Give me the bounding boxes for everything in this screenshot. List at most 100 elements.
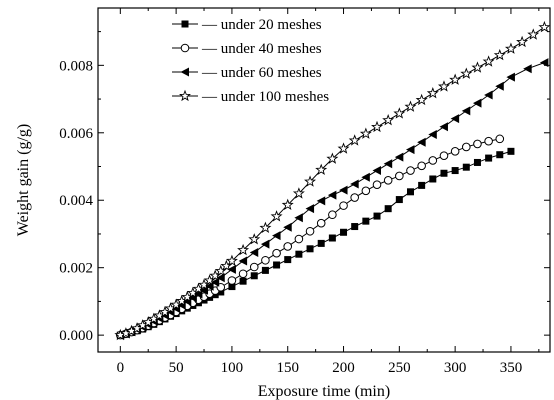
- data-point: [450, 114, 460, 124]
- data-point: [227, 276, 237, 285]
- data-point: [328, 234, 336, 242]
- data-point: [504, 42, 517, 54]
- data-point: [450, 147, 460, 156]
- x-tick-label: 350: [500, 360, 523, 376]
- data-point: [249, 248, 259, 258]
- data-point: [239, 277, 247, 285]
- data-point: [261, 266, 269, 274]
- data-point: [495, 81, 504, 91]
- data-point: [417, 161, 426, 171]
- data-point: [539, 58, 549, 68]
- data-point: [361, 172, 370, 182]
- data-point: [440, 169, 448, 177]
- data-point: [395, 196, 403, 204]
- data-point: [383, 159, 393, 169]
- data-point: [339, 201, 348, 210]
- y-tick-label: 0.002: [59, 261, 93, 277]
- data-point: [428, 156, 438, 165]
- data-point: [248, 233, 261, 245]
- data-point: [485, 154, 493, 162]
- y-tick-label: 0.000: [59, 328, 93, 344]
- data-point: [284, 256, 292, 264]
- data-point: [305, 226, 315, 236]
- plot-border: [97, 7, 551, 353]
- data-point: [404, 100, 417, 112]
- data-point: [383, 176, 393, 185]
- data-point: [273, 261, 281, 269]
- data-point: [227, 264, 236, 274]
- data-point: [461, 106, 471, 116]
- data-point: [216, 273, 225, 283]
- data-point: [328, 210, 337, 220]
- data-point: [523, 64, 532, 74]
- data-point: [315, 163, 328, 175]
- data-point: [362, 217, 370, 225]
- data-point: [449, 73, 462, 85]
- data-point: [439, 151, 449, 161]
- data-point: [393, 107, 406, 119]
- data-point: [317, 239, 325, 247]
- data-point: [359, 127, 372, 139]
- data-point: [417, 137, 426, 147]
- legend: — under 20 meshes — under 40 meshes — unde…: [172, 17, 329, 105]
- data-point: [237, 243, 250, 256]
- data-point: [418, 181, 426, 189]
- y-axis-ticks: 0.000 0.002 0.004 0.006 0.008: [59, 31, 550, 344]
- data-point: [527, 28, 540, 40]
- data-point: [437, 80, 450, 92]
- data-point: [225, 254, 238, 267]
- data-point: [327, 190, 337, 200]
- data-point: [340, 228, 348, 236]
- legend-item: — under 100 meshes: [172, 89, 329, 105]
- x-tick-label: 200: [332, 360, 355, 376]
- data-point: [506, 72, 515, 82]
- data-point: [507, 147, 515, 155]
- data-point: [351, 223, 359, 231]
- data-point: [406, 166, 415, 175]
- data-point: [259, 221, 272, 233]
- data-point: [294, 213, 303, 223]
- data-point: [304, 175, 317, 187]
- series-2: [116, 134, 505, 340]
- y-tick-label: 0.006: [59, 126, 93, 142]
- data-point: [429, 175, 437, 183]
- data-point: [406, 188, 414, 196]
- data-point: [461, 142, 471, 152]
- data-point: [372, 180, 382, 190]
- data-point: [472, 98, 482, 108]
- legend-label: — under 20 meshes: [201, 17, 322, 33]
- data-point: [462, 163, 470, 171]
- series-layer: [114, 20, 551, 341]
- data-point: [415, 93, 428, 106]
- x-axis-ticks: 0 50 100 150 200 250 300 350: [117, 8, 540, 376]
- data-point: [395, 171, 404, 181]
- x-tick-label: 150: [276, 360, 299, 376]
- data-point: [484, 136, 493, 146]
- data-point: [350, 193, 359, 202]
- y-tick-label: 0.008: [59, 58, 93, 74]
- data-point: [460, 67, 473, 79]
- data-point: [306, 245, 314, 253]
- data-point: [305, 204, 315, 214]
- legend-marker: [180, 67, 189, 77]
- data-point: [428, 129, 437, 139]
- legend-item: — under 20 meshes: [172, 17, 322, 33]
- data-point: [451, 167, 459, 175]
- series-4: [114, 20, 551, 341]
- data-point: [371, 120, 383, 133]
- data-point: [272, 231, 281, 241]
- data-point: [473, 158, 481, 166]
- data-point: [260, 239, 270, 249]
- data-point: [348, 134, 361, 146]
- data-point: [249, 262, 259, 272]
- legend-label: — under 60 meshes: [201, 65, 322, 81]
- legend-label: — under 40 meshes: [201, 41, 322, 57]
- data-point: [482, 55, 495, 67]
- data-point: [405, 145, 415, 155]
- data-point: [384, 205, 392, 213]
- data-point: [382, 114, 395, 126]
- data-point: [361, 186, 371, 196]
- data-point: [493, 48, 506, 61]
- legend-label: — under 100 meshes: [201, 89, 329, 105]
